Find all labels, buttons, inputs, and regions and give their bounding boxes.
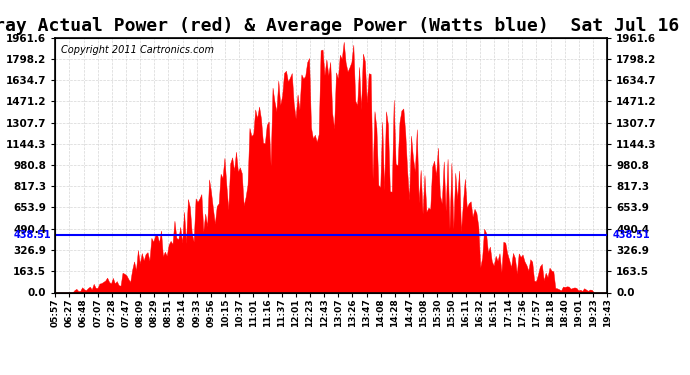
Text: Copyright 2011 Cartronics.com: Copyright 2011 Cartronics.com xyxy=(61,45,214,55)
Text: 438.51: 438.51 xyxy=(613,231,651,240)
Title: West Array Actual Power (red) & Average Power (Watts blue)  Sat Jul 16 20:08: West Array Actual Power (red) & Average … xyxy=(0,16,690,34)
Text: 438.51: 438.51 xyxy=(14,231,51,240)
